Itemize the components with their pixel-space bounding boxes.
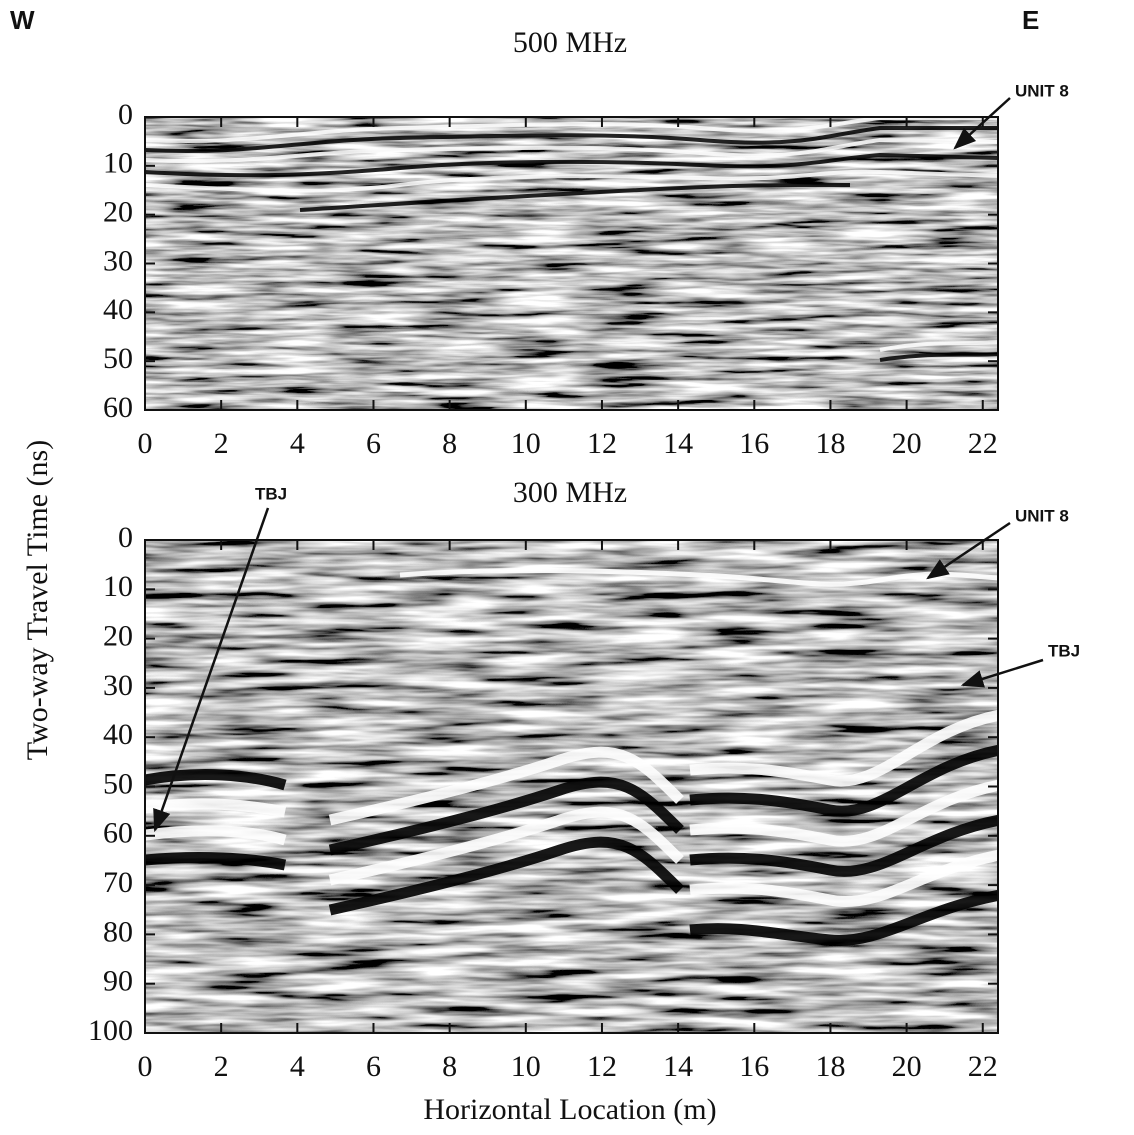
y-tick-label: 0: [118, 98, 133, 131]
west-label: W: [10, 5, 35, 35]
y-tick-label: 10: [103, 147, 133, 180]
east-label: E: [1022, 5, 1039, 35]
x-tick-label: 6: [366, 427, 381, 460]
x-tick-label: 8: [442, 427, 457, 460]
annotation-arrow: [153, 507, 270, 833]
y-tick-label: 40: [103, 718, 133, 751]
y-tick-label: 80: [103, 915, 133, 948]
radargram-bottom: [145, 540, 998, 1033]
y-tick-label: 0: [118, 521, 133, 554]
y-tick-label: 20: [103, 619, 133, 652]
x-axis-label: Horizontal Location (m): [423, 1093, 716, 1126]
y-tick-label: 20: [103, 196, 133, 229]
x-tick-label: 14: [663, 1050, 693, 1083]
x-tick-label: 16: [739, 427, 769, 460]
y-tick-label: 100: [88, 1014, 133, 1047]
annotation: TBJ: [255, 484, 287, 503]
annotation: TBJ: [1048, 641, 1080, 660]
y-tick-label: 70: [103, 866, 133, 899]
x-tick-label: 18: [815, 1050, 845, 1083]
x-tick-label: 10: [511, 427, 541, 460]
x-tick-label: 6: [366, 1050, 381, 1083]
x-tick-label: 22: [968, 1050, 998, 1083]
x-tick-label: 4: [290, 427, 305, 460]
x-tick-label: 20: [892, 427, 922, 460]
x-tick-label: 2: [214, 1050, 229, 1083]
annotation: UNIT 8: [1015, 506, 1069, 525]
radargram-top: [145, 117, 998, 410]
panel-title: 500 MHz: [513, 26, 627, 59]
y-tick-label: 60: [103, 391, 133, 424]
annotation-arrow: [953, 97, 1011, 150]
x-tick-label: 8: [442, 1050, 457, 1083]
annotation-arrow: [926, 521, 1011, 580]
y-axis-label: Two-way Travel Time (ns): [21, 440, 54, 760]
x-tick-label: 12: [587, 427, 617, 460]
y-tick-label: 50: [103, 342, 133, 375]
annotation-arrow: [960, 658, 1044, 688]
y-tick-label: 90: [103, 965, 133, 998]
y-tick-label: 30: [103, 669, 133, 702]
y-tick-label: 30: [103, 244, 133, 277]
x-tick-label: 2: [214, 427, 229, 460]
x-tick-label: 14: [663, 427, 693, 460]
x-tick-label: 12: [587, 1050, 617, 1083]
x-tick-label: 16: [739, 1050, 769, 1083]
x-tick-label: 0: [138, 427, 153, 460]
x-tick-label: 18: [815, 427, 845, 460]
x-tick-label: 22: [968, 427, 998, 460]
y-tick-label: 60: [103, 817, 133, 850]
x-tick-label: 0: [138, 1050, 153, 1083]
y-tick-label: 40: [103, 293, 133, 326]
y-tick-label: 10: [103, 570, 133, 603]
panel-title: 300 MHz: [513, 476, 627, 509]
x-tick-label: 4: [290, 1050, 305, 1083]
x-tick-label: 20: [892, 1050, 922, 1083]
annotation: UNIT 8: [1015, 81, 1069, 100]
y-tick-label: 50: [103, 767, 133, 800]
x-tick-label: 10: [511, 1050, 541, 1083]
